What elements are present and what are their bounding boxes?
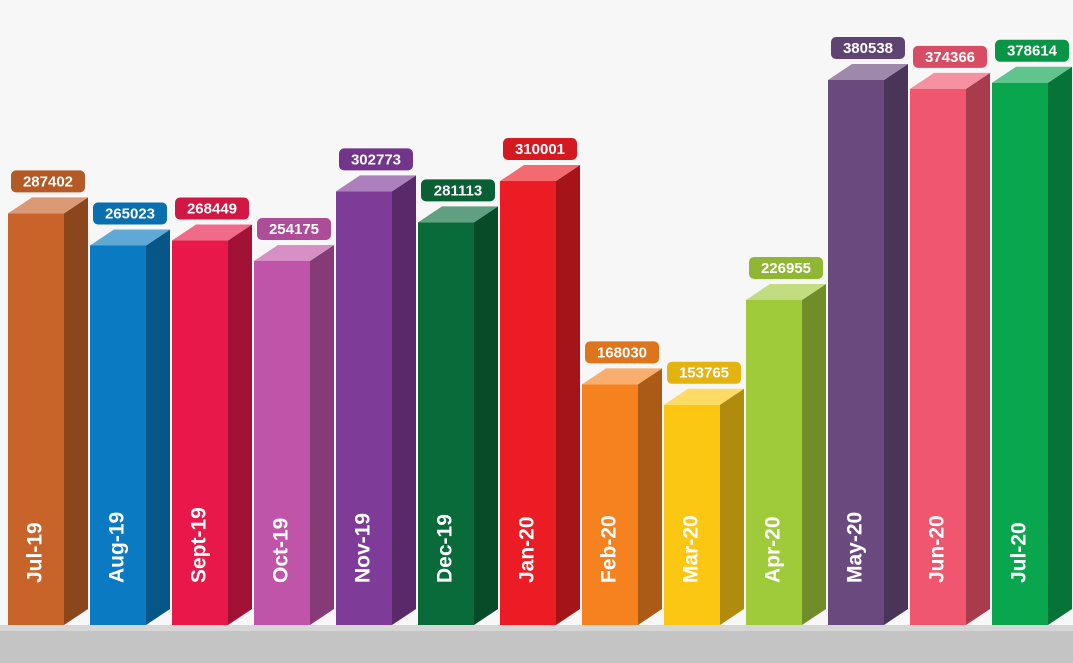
value-label: 310001 [515, 141, 565, 158]
bar-side [146, 229, 170, 625]
bar-side [64, 197, 88, 625]
category-label: Aug-19 [106, 512, 129, 583]
bar-top [500, 165, 580, 182]
bar-top [90, 229, 170, 246]
value-label-box [995, 39, 1069, 62]
value-label-box [831, 37, 905, 59]
value-label-box [421, 179, 495, 202]
category-label: Jan-20 [516, 516, 539, 583]
bar [582, 384, 638, 625]
floor [0, 625, 1073, 663]
value-label-box [585, 341, 659, 364]
bar-top [992, 66, 1072, 83]
bar [172, 240, 228, 626]
bar-side [228, 224, 252, 626]
bar-top [828, 64, 908, 80]
bar-side [966, 72, 990, 626]
category-label: May-20 [844, 512, 867, 583]
value-label: 254175 [269, 221, 319, 238]
bar-side [392, 175, 416, 625]
value-label: 302773 [351, 151, 401, 168]
bar [254, 260, 310, 625]
category-label: Sept-19 [188, 507, 211, 583]
bar-top [582, 368, 662, 385]
bar-top [8, 197, 88, 214]
value-label: 226955 [761, 260, 811, 277]
value-label-box [503, 138, 577, 161]
bar [336, 191, 392, 625]
bar [418, 222, 474, 625]
category-label: Jul-20 [1008, 522, 1031, 583]
value-label: 287402 [23, 173, 73, 190]
bar-side [1048, 66, 1072, 626]
bar-top [910, 72, 990, 89]
value-label: 265023 [105, 205, 155, 222]
value-label-box [667, 361, 741, 384]
bar-top [336, 175, 416, 192]
bar-side [638, 368, 662, 625]
bar [828, 80, 884, 625]
value-label: 281113 [434, 182, 482, 199]
bar-side [884, 64, 908, 625]
value-label: 268449 [187, 201, 237, 218]
category-label: Mar-20 [680, 515, 703, 583]
value-label: 168030 [597, 344, 647, 361]
value-label-box [175, 197, 249, 220]
value-label-box [257, 217, 331, 240]
value-label-box [913, 45, 987, 68]
value-label-box [339, 148, 413, 171]
value-label: 380538 [843, 40, 893, 57]
category-label: Nov-19 [352, 513, 375, 583]
bar-side [310, 244, 334, 626]
bar [500, 181, 556, 625]
bar [746, 299, 802, 625]
bar-side [802, 283, 826, 625]
bar-top [664, 388, 744, 405]
value-label: 378614 [1007, 43, 1058, 60]
category-label: Jun-20 [926, 515, 949, 583]
value-label-box [93, 202, 167, 225]
value-label: 153765 [679, 365, 729, 382]
floor-edge [0, 625, 1073, 631]
bar [910, 88, 966, 626]
bar-side [720, 388, 744, 625]
value-label-box [749, 256, 823, 279]
bar-side [474, 206, 498, 625]
category-label: Apr-20 [762, 516, 785, 583]
category-label: Jul-19 [24, 522, 47, 583]
bar [90, 245, 146, 625]
value-label: 374366 [925, 49, 975, 66]
category-label: Feb-20 [598, 515, 621, 583]
category-label: Oct-19 [270, 518, 293, 583]
bar [992, 82, 1048, 626]
bar [8, 213, 64, 625]
bar-top [254, 244, 334, 261]
bar-top [418, 206, 498, 223]
category-label: Dec-19 [434, 514, 457, 583]
bar-top [172, 224, 252, 241]
bar-side [556, 165, 580, 625]
bar [664, 404, 720, 625]
value-label-box [11, 170, 85, 193]
bar-top [746, 283, 826, 300]
